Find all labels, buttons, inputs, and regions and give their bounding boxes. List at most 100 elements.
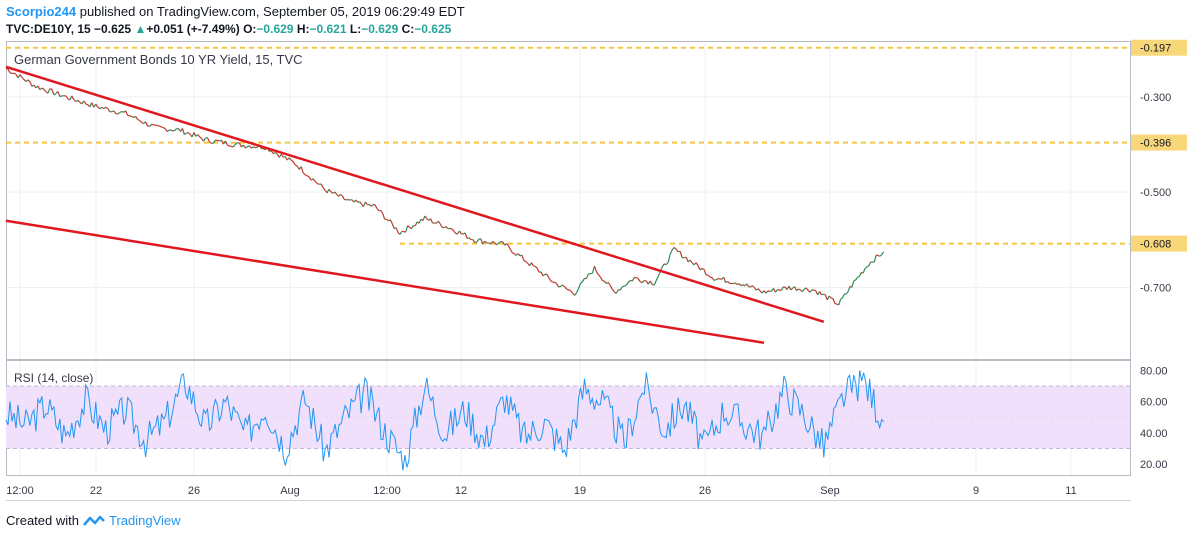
x-tick-label: 9 — [973, 485, 979, 497]
price-candle — [159, 125, 162, 128]
price-candle — [157, 124, 160, 127]
author-name[interactable]: Scorpio244 — [6, 4, 77, 19]
price-candle — [862, 268, 866, 274]
price-candle — [121, 110, 124, 113]
price-candle — [506, 243, 509, 247]
trendline — [5, 65, 825, 324]
price-candle — [115, 112, 118, 115]
price-candle — [137, 118, 140, 122]
price-candle — [149, 123, 153, 127]
price-candle — [855, 277, 858, 281]
price-candle — [738, 283, 742, 287]
x-tick-label: 26 — [188, 485, 200, 497]
price-candle — [602, 279, 605, 282]
price-level-label: -0.396 — [1140, 138, 1171, 150]
price-candle — [779, 289, 782, 292]
price-candle — [238, 142, 242, 148]
price-candle — [57, 91, 61, 97]
x-tick-label: Sep — [820, 485, 840, 497]
price-candle — [876, 254, 879, 257]
x-tick-label: 19 — [574, 485, 586, 497]
price-candle — [546, 273, 550, 278]
price-candle — [47, 88, 51, 94]
price-candle — [823, 293, 826, 296]
rsi-tick-label: 60.00 — [1140, 397, 1168, 409]
high-label: H: — [296, 22, 310, 36]
price-candle — [752, 285, 755, 289]
price-candle — [458, 230, 462, 235]
price-candle — [7, 68, 11, 74]
price-candle — [437, 220, 441, 225]
price-candle — [187, 132, 191, 135]
price-candle — [376, 208, 380, 212]
x-tick-label: 12:00 — [373, 485, 401, 497]
price-candle — [562, 284, 565, 288]
price-candle — [320, 183, 324, 189]
price-candle — [75, 99, 79, 103]
price-candle — [430, 218, 434, 224]
price-candle — [531, 262, 534, 267]
price-candle — [242, 144, 246, 149]
price-candle — [193, 132, 197, 137]
price-candle — [711, 277, 715, 281]
price-candle — [669, 249, 673, 255]
price-candle — [853, 279, 856, 282]
price-candle — [548, 277, 552, 282]
price-candle — [39, 87, 43, 91]
rsi-series — [5, 370, 885, 471]
price-candle — [368, 204, 372, 207]
price-candle — [570, 290, 573, 294]
price-candle — [131, 115, 134, 119]
price-candle — [227, 144, 230, 147]
price-candle — [455, 232, 458, 235]
created-with-text: Created with — [6, 513, 79, 528]
price-candle — [170, 129, 174, 132]
price-candle — [270, 150, 274, 154]
rsi-tick-label: 20.00 — [1140, 459, 1168, 471]
price-level-label: -0.608 — [1140, 239, 1171, 251]
price-candle — [69, 95, 73, 101]
rsi-title: RSI (14, close) — [14, 371, 93, 385]
price-candle — [77, 99, 81, 103]
price-series — [5, 67, 885, 306]
price-candle — [206, 137, 210, 142]
price-candle — [625, 281, 629, 286]
price-candle — [407, 225, 410, 228]
price-candle — [790, 287, 794, 291]
rsi-tick-label: 40.00 — [1140, 428, 1168, 440]
price-candle — [65, 95, 69, 100]
price-candle — [627, 279, 631, 283]
price-candle — [664, 263, 667, 266]
price-candle — [653, 280, 657, 286]
price-candle — [715, 278, 719, 281]
price-candle — [773, 288, 777, 293]
price-candle — [877, 254, 881, 257]
price-candle — [422, 215, 426, 221]
price-candle — [426, 218, 430, 221]
price-candle — [405, 225, 409, 233]
price-candle — [29, 81, 33, 87]
price-candle — [573, 292, 577, 296]
price-candle — [294, 164, 298, 167]
price-candle — [280, 153, 284, 158]
price-candle — [209, 141, 212, 144]
x-tick-label: 11 — [1065, 485, 1076, 497]
price-candle — [49, 88, 53, 90]
price-candle — [220, 139, 224, 145]
price-candle — [667, 253, 671, 263]
price-candle — [575, 288, 580, 294]
price-candle — [476, 238, 480, 243]
price-candle — [619, 286, 623, 291]
price-candle — [439, 223, 443, 228]
price-candle — [794, 286, 798, 291]
price-candle — [568, 289, 571, 292]
price-candle — [248, 145, 252, 149]
price-candle — [736, 283, 740, 286]
price-candle — [41, 87, 45, 90]
price-candle — [824, 294, 828, 301]
price-candle — [809, 289, 813, 293]
tradingview-brand[interactable]: TradingView — [108, 513, 181, 528]
time-axis: 12:00 22 26 Aug 12:00 12 19 26 Sep 9 11 — [6, 485, 1076, 497]
price-candle — [630, 279, 633, 282]
